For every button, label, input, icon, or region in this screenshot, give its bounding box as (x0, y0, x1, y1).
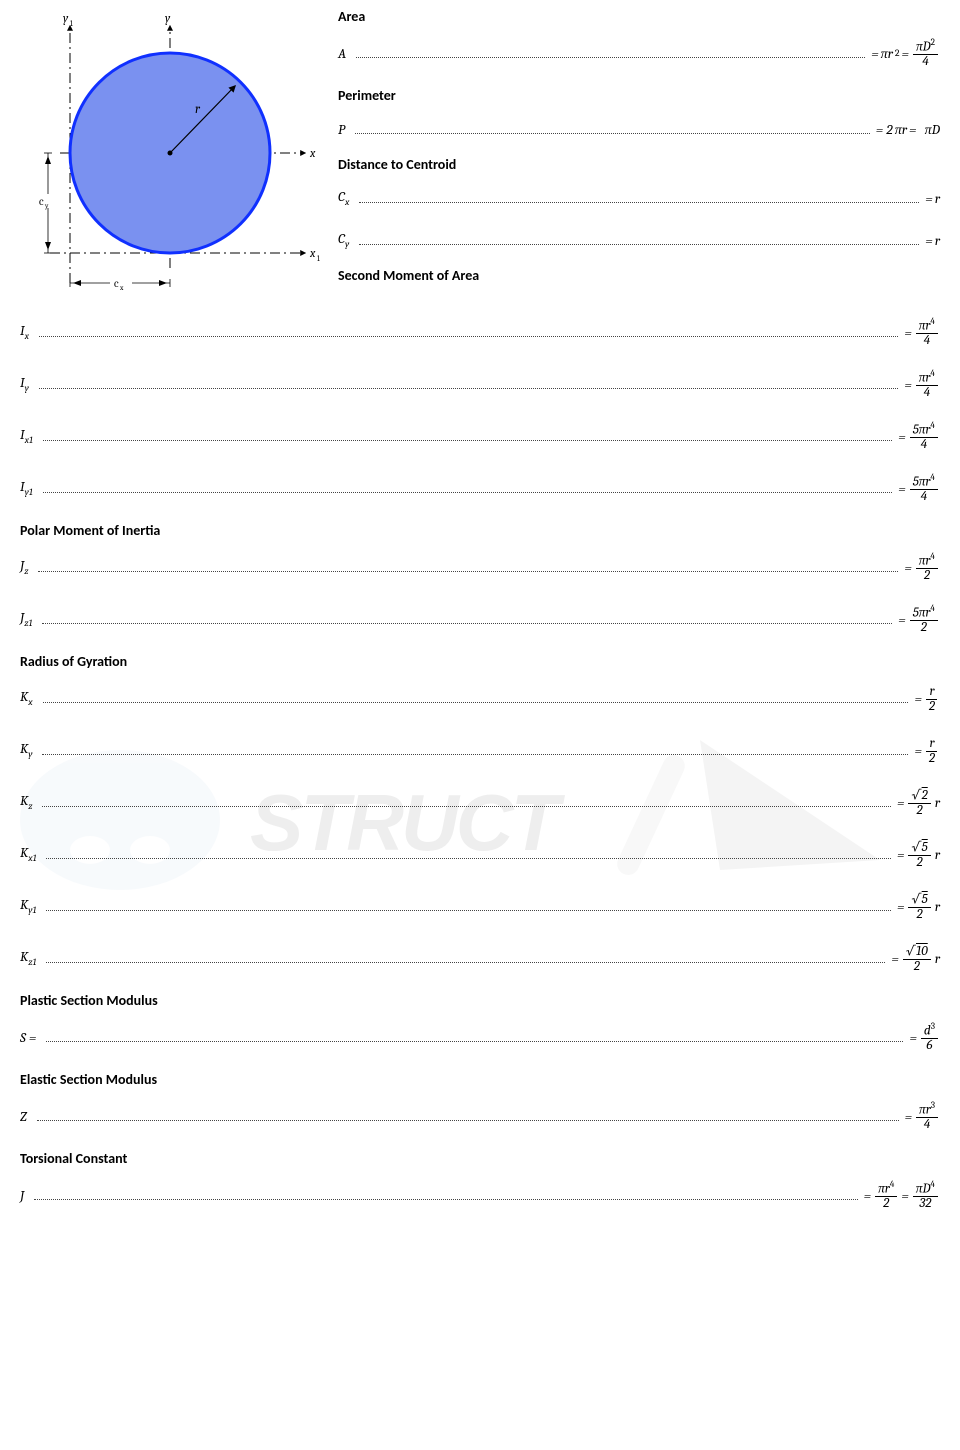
formula-row: Z = πr34 (20, 1098, 940, 1136)
sym-A: A (338, 47, 350, 61)
formula-symbol: S = (20, 1031, 40, 1045)
svg-text:c: c (39, 195, 44, 208)
formula-row: Ky1 = √52 r (20, 888, 940, 926)
dots (46, 962, 885, 963)
formula-symbol: Kx (20, 690, 37, 708)
formula-row: Ix = πr44 (20, 314, 940, 352)
dots (42, 623, 892, 624)
formula-row: Ix1 = 5πr44 (20, 418, 940, 456)
dots (43, 440, 892, 441)
formula-rhs: = 5πr42 (898, 605, 940, 635)
dots (39, 388, 898, 389)
formula-symbol: Ky1 (20, 898, 40, 916)
formula-rhs: = √22 r (897, 789, 940, 818)
formula-row: Kx = r2 (20, 680, 940, 718)
rhs-cy: = r (925, 234, 940, 248)
sym-Cx: Cx (338, 190, 353, 208)
formula-symbol: Kz (20, 794, 36, 812)
formula-rhs: = r2 (914, 737, 940, 766)
svg-text:1: 1 (317, 254, 320, 263)
formula-row: Iy = πr44 (20, 366, 940, 404)
formula-row: Kz1 = √102 r (20, 940, 940, 978)
formula-symbol: Jz (20, 559, 32, 577)
formula-symbol: Z (20, 1110, 31, 1124)
svg-text:c: c (114, 277, 119, 290)
formula-symbol: Kx1 (20, 846, 40, 864)
dots (46, 1041, 903, 1042)
formula-area: A = πr2 = πD24 (338, 35, 940, 73)
dots (355, 133, 870, 134)
formula-row: J = πr42 = πD432 (20, 1177, 940, 1215)
formula-symbol: Ix (20, 324, 33, 342)
formula-rhs: = 5πr44 (898, 422, 940, 452)
svg-text:1: 1 (70, 19, 73, 28)
section-title: Radius of Gyration (20, 653, 940, 670)
dots (46, 910, 891, 911)
svg-text:x: x (119, 284, 124, 292)
formula-rhs: = √52 r (897, 893, 940, 922)
formula-symbol: Iy (20, 376, 33, 394)
dots (46, 858, 891, 859)
rhs-area: = πr2 = πD24 (871, 39, 940, 69)
svg-text:y: y (165, 11, 171, 25)
formula-symbol: Kz1 (20, 950, 40, 968)
svg-text:x: x (309, 246, 316, 260)
dots (38, 571, 898, 572)
svg-text:y: y (63, 11, 69, 25)
formula-symbol: J (20, 1189, 28, 1203)
formula-rhs: = √102 r (891, 945, 940, 974)
formula-row: Jz1 = 5πr42 (20, 601, 940, 639)
svg-text:x: x (309, 146, 316, 160)
formula-perimeter: P = 2πr = πD (338, 114, 940, 146)
formula-rhs: = √52 r (897, 841, 940, 870)
circle-section-diagram: y 1 y x x 1 r c y (20, 8, 320, 298)
formula-row: Kx1 = √52 r (20, 836, 940, 874)
section-title: Torsional Constant (20, 1150, 940, 1167)
formula-rhs: = πr42 = πD432 (864, 1181, 940, 1211)
section-title: Elastic Section Modulus (20, 1071, 940, 1088)
formula-symbol: Iy1 (20, 480, 37, 498)
formula-rhs: = 5πr44 (898, 474, 940, 504)
formula-row: Ky = r2 (20, 732, 940, 770)
dots (34, 1199, 857, 1200)
formula-cx: Cx = r (338, 183, 940, 215)
rhs-cx: = r (925, 192, 940, 206)
dots (37, 1120, 899, 1121)
section-perimeter-title: Perimeter (338, 87, 940, 104)
svg-text:y: y (44, 202, 49, 210)
section-title: Polar Moment of Inertia (20, 522, 940, 539)
formula-rhs: = πr44 (904, 318, 940, 348)
section-title: Plastic Section Modulus (20, 992, 940, 1009)
formula-row: Kz = √22 r (20, 784, 940, 822)
formula-row: S = = d36 (20, 1019, 940, 1057)
formula-symbol: Ky (20, 742, 36, 760)
dots (39, 336, 898, 337)
formula-rhs: = πr44 (904, 370, 940, 400)
dots (359, 244, 919, 245)
formula-rhs: = r2 (914, 685, 940, 714)
section-second-moment-title: Second Moment of Area (338, 267, 940, 284)
formula-rhs: = πr34 (905, 1102, 940, 1132)
rhs-perimeter: = 2πr = πD (876, 123, 940, 137)
dots (356, 57, 865, 58)
formula-row: Iy1 = 5πr44 (20, 470, 940, 508)
sym-P: P (338, 123, 349, 137)
formula-symbol: Ix1 (20, 428, 37, 446)
section-centroid-title: Distance to Centroid (338, 156, 940, 173)
formula-symbol: Jz1 (20, 611, 36, 629)
dots (42, 754, 908, 755)
dots (42, 806, 891, 807)
formula-cy: Cy = r (338, 225, 940, 257)
formula-rhs: = d36 (909, 1023, 940, 1053)
dots (359, 202, 919, 203)
sym-Cy: Cy (338, 232, 353, 250)
dots (43, 492, 893, 493)
formula-row: Jz = πr42 (20, 549, 940, 587)
dots (43, 702, 909, 703)
formula-rhs: = πr42 (904, 553, 940, 583)
section-area-title: Area (338, 8, 940, 25)
